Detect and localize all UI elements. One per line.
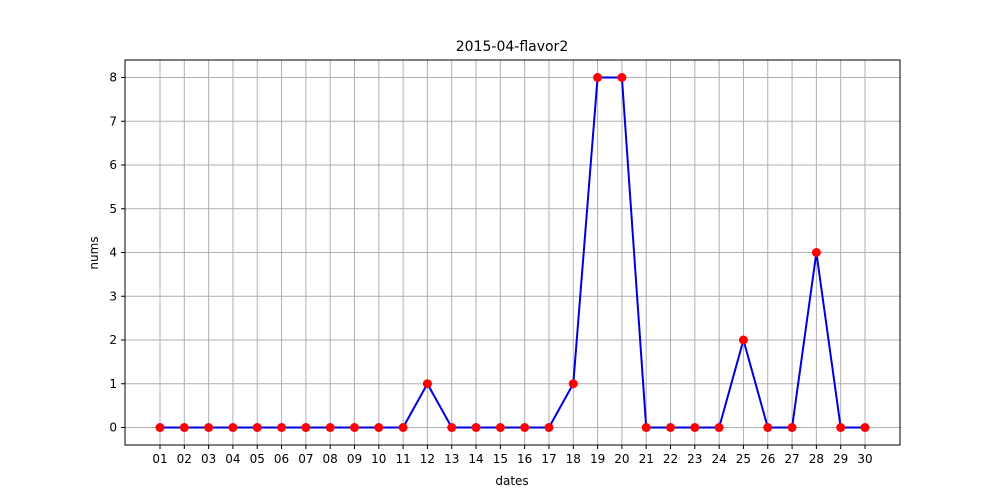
grid-layer xyxy=(125,60,900,445)
chart-title: 2015-04-flavor2 xyxy=(456,39,568,55)
x-tick-label: 01 xyxy=(152,452,167,466)
data-point xyxy=(763,423,773,432)
x-tick-label: 27 xyxy=(784,452,799,466)
data-point xyxy=(860,423,870,432)
data-point xyxy=(641,423,651,432)
x-tick-label: 02 xyxy=(177,452,192,466)
data-point xyxy=(666,423,676,432)
x-tick-label: 21 xyxy=(639,452,654,466)
data-point xyxy=(714,423,724,432)
x-tick-label: 18 xyxy=(566,452,581,466)
y-tick-label: 4 xyxy=(109,246,117,260)
y-tick-label: 0 xyxy=(109,421,117,435)
x-tick-label: 09 xyxy=(347,452,362,466)
y-axis-ticks: 0 1 2 3 4 5 6 7 8 xyxy=(109,71,125,435)
x-axis-ticks: 01 02 03 04 05 06 07 08 09 10 11 12 13 14 15 16 17 18 19 20… xyxy=(152,445,873,466)
x-tick-label: 24 xyxy=(711,452,726,466)
x-tick-label: 25 xyxy=(736,452,751,466)
x-tick-label: 10 xyxy=(371,452,386,466)
y-tick-label: 1 xyxy=(109,377,117,391)
x-tick-label: 28 xyxy=(809,452,824,466)
data-point xyxy=(349,423,359,432)
x-tick-label: 07 xyxy=(298,452,313,466)
data-point xyxy=(495,423,505,432)
x-tick-label: 20 xyxy=(614,452,629,466)
data-point xyxy=(811,248,821,257)
data-point xyxy=(155,423,165,432)
data-point xyxy=(787,423,797,432)
x-tick-label: 11 xyxy=(395,452,410,466)
data-point xyxy=(325,423,335,432)
data-point xyxy=(520,423,530,432)
x-tick-label: 08 xyxy=(323,452,338,466)
x-tick-label: 03 xyxy=(201,452,216,466)
x-tick-label: 19 xyxy=(590,452,605,466)
y-tick-label: 5 xyxy=(109,202,117,216)
data-point xyxy=(738,335,748,345)
data-point xyxy=(617,73,627,82)
data-point xyxy=(301,423,311,432)
y-tick-label: 3 xyxy=(109,289,117,303)
x-tick-label: 23 xyxy=(687,452,702,466)
data-point xyxy=(422,379,432,389)
x-tick-label: 15 xyxy=(493,452,508,466)
x-tick-label: 13 xyxy=(444,452,459,466)
x-tick-label: 22 xyxy=(663,452,678,466)
x-tick-label: 12 xyxy=(420,452,435,466)
y-tick-label: 7 xyxy=(109,114,117,128)
data-point xyxy=(398,423,408,432)
x-tick-label: 29 xyxy=(833,452,848,466)
data-point xyxy=(447,423,457,432)
data-point xyxy=(179,423,189,432)
data-point xyxy=(690,423,700,432)
x-tick-label: 05 xyxy=(250,452,265,466)
x-axis-label: dates xyxy=(495,474,528,488)
x-tick-label: 06 xyxy=(274,452,289,466)
y-tick-label: 6 xyxy=(109,158,117,172)
x-tick-label: 04 xyxy=(225,452,240,466)
x-tick-label: 17 xyxy=(541,452,556,466)
data-point xyxy=(228,423,238,432)
x-tick-label: 30 xyxy=(857,452,872,466)
y-tick-label: 8 xyxy=(109,71,117,85)
data-point xyxy=(471,423,481,432)
data-point xyxy=(374,423,384,432)
y-tick-label: 2 xyxy=(109,333,117,347)
x-tick-label: 14 xyxy=(468,452,483,466)
x-tick-label: 16 xyxy=(517,452,532,466)
data-point xyxy=(593,73,603,82)
data-point xyxy=(277,423,287,432)
data-point xyxy=(204,423,214,432)
data-point xyxy=(836,423,846,432)
series-layer xyxy=(155,73,870,432)
data-point xyxy=(252,423,262,432)
data-point xyxy=(544,423,554,432)
data-point xyxy=(568,379,578,389)
y-axis-label: nums xyxy=(87,236,101,269)
x-tick-label: 26 xyxy=(760,452,775,466)
